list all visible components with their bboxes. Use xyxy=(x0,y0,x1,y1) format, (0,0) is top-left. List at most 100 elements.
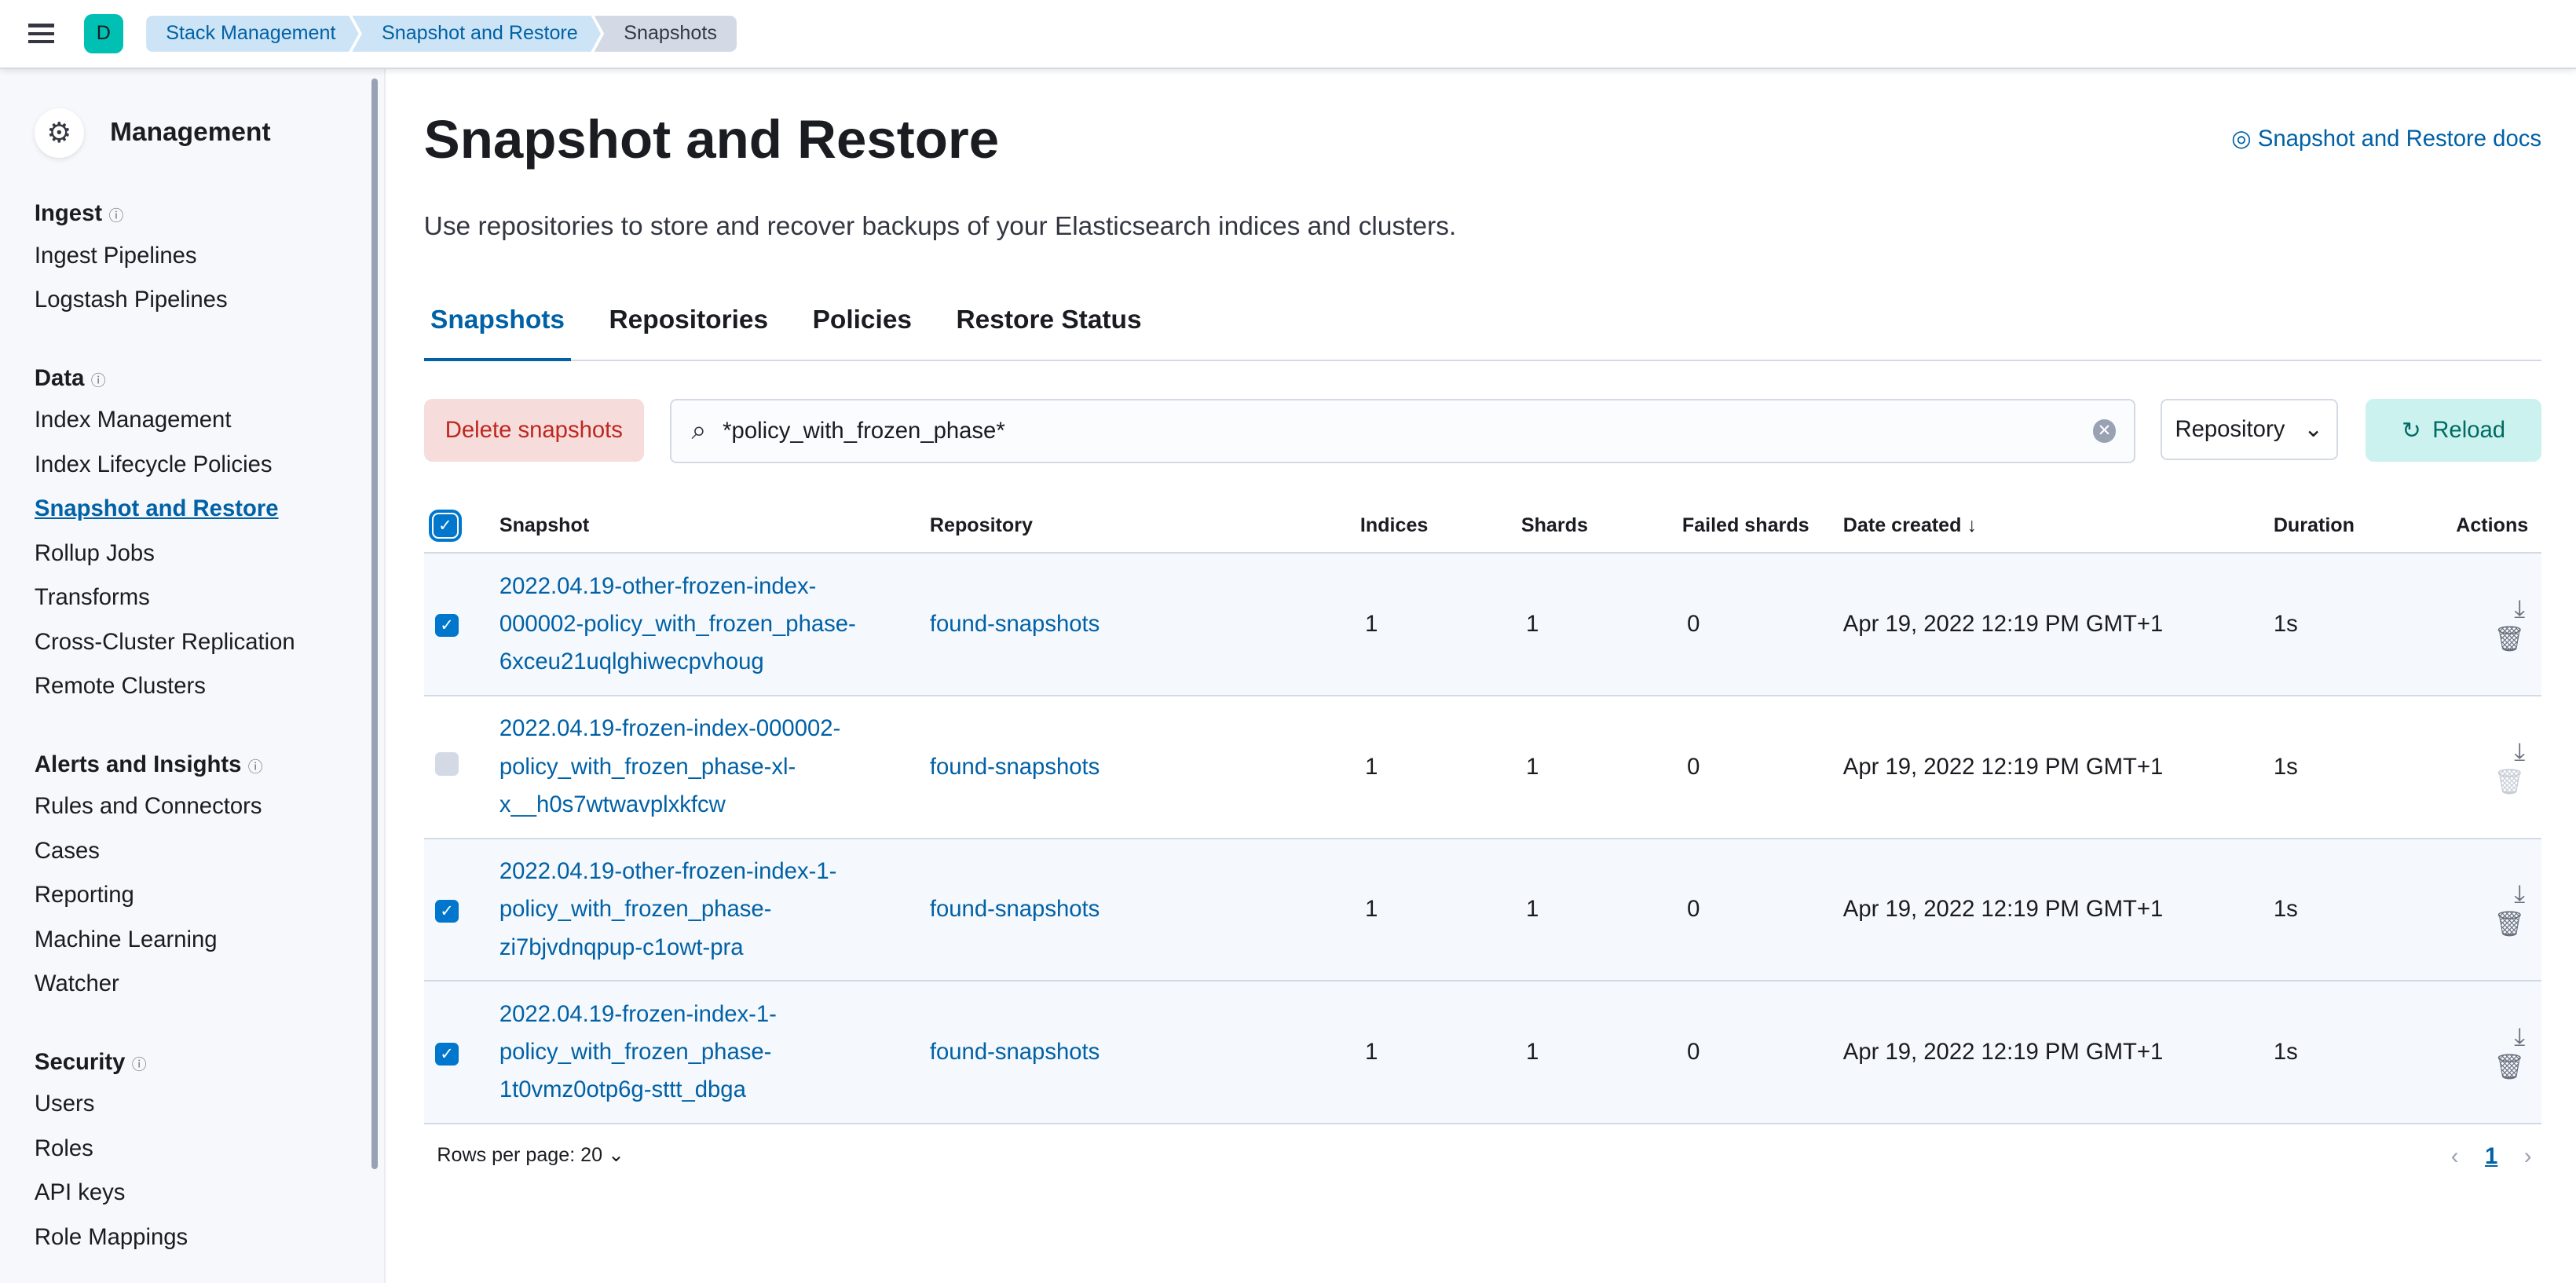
sidebar-title: Management xyxy=(110,118,271,148)
col-repository[interactable]: Repository xyxy=(928,499,1359,554)
duration: 1s xyxy=(2271,552,2440,696)
row-checkbox[interactable] xyxy=(435,752,459,776)
snapshot-link[interactable]: 2022.04.19-other-frozen-index- 000002-pol… xyxy=(499,572,856,674)
repository-link[interactable]: found-snapshots xyxy=(929,896,1100,923)
sidebar-item[interactable]: Reporting xyxy=(34,882,134,908)
chevron-down-icon: ⌄ xyxy=(608,1143,625,1166)
sidebar-item[interactable]: Role Mappings xyxy=(34,1223,188,1250)
sidebar-item[interactable]: Transforms xyxy=(34,584,150,611)
duration: 1s xyxy=(2271,981,2440,1125)
date-created: Apr 19, 2022 12:19 PM GMT+1 xyxy=(1841,838,2272,982)
row-checkbox[interactable]: ✓ xyxy=(435,899,459,923)
breadcrumb-snapshots: Snapshots xyxy=(594,15,737,52)
search-input[interactable]: ⌕ *policy_with_frozen_phase* ✕ xyxy=(670,399,2136,463)
sidebar-item[interactable]: Index Lifecycle Policies xyxy=(34,451,273,477)
col-snapshot[interactable]: Snapshot xyxy=(497,499,928,554)
col-shards[interactable]: Shards xyxy=(1519,499,1681,554)
col-duration[interactable]: Duration xyxy=(2271,499,2440,554)
sidebar-group-heading: Security ⓘ xyxy=(34,1048,147,1075)
next-page-icon[interactable]: › xyxy=(2523,1142,2532,1169)
col-actions: Actions xyxy=(2439,499,2541,554)
col-failed-shards[interactable]: Failed shards xyxy=(1680,499,1842,554)
tab-restore-status[interactable]: Restore Status xyxy=(956,305,1142,335)
sidebar-scrollbar[interactable] xyxy=(371,79,379,1170)
sidebar-item[interactable]: Watcher xyxy=(34,970,119,997)
breadcrumb-snapshot-restore[interactable]: Snapshot and Restore xyxy=(352,16,601,52)
col-date-created[interactable]: Date created ↓ xyxy=(1841,499,2272,554)
docs-link[interactable]: ◎ Snapshot and Restore docs xyxy=(2231,125,2541,152)
snapshot-link[interactable]: 2022.04.19-frozen-index-1- policy_with_fr… xyxy=(499,1001,777,1103)
row-checkbox[interactable]: ✓ xyxy=(435,614,459,638)
table-row: ✓ 2022.04.19-frozen-index-1- policy_with_… xyxy=(423,981,2541,1125)
duration: 1s xyxy=(2271,695,2440,839)
trash-icon: 🗑︎ xyxy=(2494,767,2526,795)
date-created: Apr 19, 2022 12:19 PM GMT+1 xyxy=(1841,981,2272,1125)
repository-filter-label: Repository xyxy=(2175,415,2285,442)
sort-down-icon: ↓ xyxy=(1967,514,1977,536)
sidebar-item[interactable]: Roles xyxy=(34,1135,93,1161)
tab-policies[interactable]: Policies xyxy=(812,305,913,335)
shards: 1 xyxy=(1519,695,1681,839)
page-description: Use repositories to store and recover ba… xyxy=(423,211,1457,241)
sidebar-item[interactable]: Remote Clusters xyxy=(34,673,206,700)
help-icon: ◎ xyxy=(2231,125,2258,152)
tab-repositories[interactable]: Repositories xyxy=(609,305,769,335)
col-indices[interactable]: Indices xyxy=(1358,499,1520,554)
page-1[interactable]: 1 xyxy=(2484,1142,2498,1169)
sidebar-item[interactable]: Cases xyxy=(34,837,100,864)
tab-snapshots[interactable]: Snapshots xyxy=(423,292,572,361)
duration: 1s xyxy=(2271,838,2440,982)
trash-icon[interactable]: 🗑︎ xyxy=(2494,624,2526,652)
delete-snapshots-button[interactable]: Delete snapshots xyxy=(423,399,644,462)
shards: 1 xyxy=(1519,838,1681,982)
failed-shards: 0 xyxy=(1680,552,1842,696)
repository-link[interactable]: found-snapshots xyxy=(929,753,1100,780)
sidebar-item[interactable]: Cross-Cluster Replication xyxy=(34,628,295,655)
clear-icon[interactable]: ✕ xyxy=(2092,419,2117,443)
sidebar-item[interactable]: Ingest Pipelines xyxy=(34,242,197,269)
sidebar-item[interactable]: Rules and Connectors xyxy=(34,793,262,820)
restore-icon[interactable]: ⤓ xyxy=(2514,1023,2526,1051)
sidebar-group-heading: Alerts and Insights ⓘ xyxy=(34,751,263,777)
search-value: *policy_with_frozen_phase* xyxy=(723,417,1005,444)
indices: 1 xyxy=(1358,552,1520,696)
restore-icon[interactable]: ⤓ xyxy=(2514,880,2526,908)
sidebar-item[interactable]: API keys xyxy=(34,1179,126,1206)
snapshot-link[interactable]: 2022.04.19-frozen-index-000002- policy_wi… xyxy=(499,715,841,817)
sidebar-item[interactable]: Snapshot and Restore xyxy=(34,495,279,522)
row-checkbox[interactable]: ✓ xyxy=(435,1042,459,1066)
trash-icon[interactable]: 🗑︎ xyxy=(2494,910,2526,938)
help-icon: ⓘ xyxy=(131,1055,147,1073)
help-icon: ⓘ xyxy=(247,758,263,775)
menu-icon[interactable] xyxy=(27,24,55,44)
sidebar-item[interactable]: Logstash Pipelines xyxy=(34,287,228,313)
snapshot-link[interactable]: 2022.04.19-other-frozen-index-1- policy_w… xyxy=(499,858,837,960)
chevron-down-icon: ⌄ xyxy=(2303,416,2323,443)
repository-filter[interactable]: Repository ⌄ xyxy=(2160,399,2338,460)
table-row: ✓ 2022.04.19-other-frozen-index- 000002-p… xyxy=(423,552,2541,696)
sidebar-item[interactable]: Index Management xyxy=(34,407,232,433)
select-all-checkbox[interactable]: ✓ xyxy=(429,510,462,543)
sidebar: ⚙ Management Ingest ⓘ Ingest Pipelines Logst… xyxy=(0,68,386,1283)
breadcrumb-stack-management[interactable]: Stack Management xyxy=(146,16,359,52)
repository-link[interactable]: found-snapshots xyxy=(929,1039,1100,1066)
sidebar-item[interactable]: Machine Learning xyxy=(34,926,218,952)
date-created: Apr 19, 2022 12:19 PM GMT+1 xyxy=(1841,695,2272,839)
restore-icon[interactable]: ⤓ xyxy=(2514,737,2526,766)
shards: 1 xyxy=(1519,552,1681,696)
prev-page-icon[interactable]: ‹ xyxy=(2450,1142,2459,1169)
failed-shards: 0 xyxy=(1680,695,1842,839)
toolbar: Delete snapshots ⌕ *policy_with_frozen_p… xyxy=(423,399,2541,463)
sidebar-item[interactable]: Users xyxy=(34,1091,95,1117)
rows-per-page[interactable]: Rows per page: 20 ⌄ xyxy=(437,1143,625,1166)
space-avatar[interactable]: D xyxy=(83,13,123,53)
sidebar-item[interactable]: Rollup Jobs xyxy=(34,539,155,566)
restore-icon[interactable]: ⤓ xyxy=(2514,594,2526,623)
trash-icon[interactable]: 🗑︎ xyxy=(2494,1053,2526,1081)
reload-button[interactable]: ↻ Reload xyxy=(2366,399,2541,462)
repository-link[interactable]: found-snapshots xyxy=(929,610,1100,637)
help-icon: ⓘ xyxy=(90,371,106,389)
indices: 1 xyxy=(1358,981,1520,1125)
failed-shards: 0 xyxy=(1680,838,1842,982)
indices: 1 xyxy=(1358,695,1520,839)
